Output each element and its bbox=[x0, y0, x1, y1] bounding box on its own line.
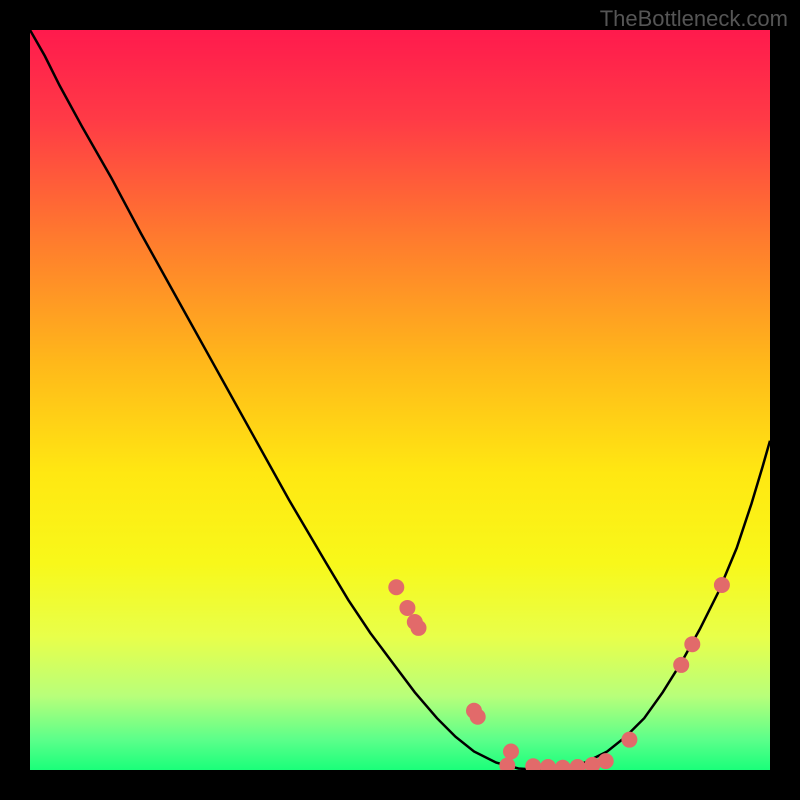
curve-marker bbox=[411, 620, 427, 636]
curve-marker bbox=[621, 732, 637, 748]
curve-marker bbox=[499, 758, 515, 770]
curve-marker bbox=[714, 577, 730, 593]
curve-marker bbox=[503, 744, 519, 760]
curve-marker bbox=[555, 760, 571, 770]
curve-marker bbox=[388, 579, 404, 595]
curve-marker bbox=[673, 657, 689, 673]
curve-marker bbox=[399, 600, 415, 616]
curve-marker bbox=[470, 709, 486, 725]
curve-marker bbox=[598, 753, 614, 769]
plot-area bbox=[30, 30, 770, 770]
watermark-text: TheBottleneck.com bbox=[600, 6, 788, 32]
curve-marker bbox=[584, 757, 600, 770]
curve-marker bbox=[570, 759, 586, 770]
curve-markers bbox=[388, 577, 730, 770]
curve-layer bbox=[30, 30, 770, 770]
curve-marker bbox=[525, 758, 541, 770]
curve-marker bbox=[540, 759, 556, 770]
bottleneck-curve bbox=[30, 30, 770, 770]
curve-marker bbox=[684, 636, 700, 652]
